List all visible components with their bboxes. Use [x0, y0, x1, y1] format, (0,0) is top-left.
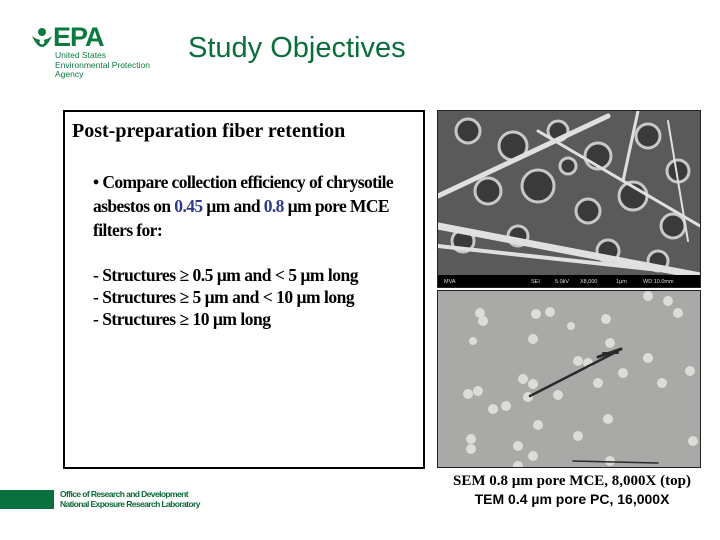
- content-box: Post-preparation fiber retention • Compa…: [63, 110, 425, 469]
- sem-micrograph: MVA SEI 5.0kV X8,000 1µm WD 10.0mm: [437, 110, 701, 288]
- bullet-text: Compare collection efficiency of chrysot…: [93, 172, 394, 216]
- logo-line: United States: [55, 50, 107, 60]
- dash-item: - Structures ≥ 5 µm and < 10 µm long: [93, 287, 355, 307]
- slide-title: Study Objectives: [188, 32, 406, 64]
- databar-label: WD 10.0mm: [643, 279, 674, 285]
- databar-label: SEI: [531, 279, 540, 285]
- databar-label: MVA: [444, 279, 456, 285]
- image-caption: SEM 0.8 µm pore MCE, 8,000X (top) TEM 0.…: [432, 472, 712, 508]
- dash-item: - Structures ≥ 10 µm long: [93, 309, 271, 329]
- dash-list: - Structures ≥ 0.5 µm and < 5 µm long - …: [93, 264, 358, 330]
- logo-line: Environmental Protection: [55, 59, 150, 70]
- caption-line-tem: TEM 0.4 µm pore PC, 16,000X: [474, 491, 670, 507]
- dash-item: - Structures ≥ 0.5 µm and < 5 µm long: [93, 265, 358, 285]
- pore-value: 0.8: [263, 196, 285, 216]
- logo-word: EPA: [53, 22, 105, 52]
- bullet-text: µm and: [202, 196, 264, 216]
- logo-subtitle: United States Environmental Protection A…: [55, 50, 195, 80]
- caption-line-sem: SEM 0.8 µm pore MCE, 8,000X (top): [453, 473, 691, 489]
- footer-line: Office of Research and Development: [60, 489, 189, 499]
- pore-value: 0.45: [174, 196, 203, 216]
- footer-line: National Exposure Research Laboratory: [60, 499, 200, 509]
- bullet-dot: •: [93, 172, 103, 192]
- bullet-item: • Compare collection efficiency of chrys…: [93, 170, 423, 242]
- logo-line: Agency: [55, 69, 84, 79]
- databar-label: 5.0kV: [555, 279, 569, 285]
- databar-label: 1µm: [616, 279, 627, 285]
- tem-micrograph: [437, 290, 701, 468]
- databar-label: X8,000: [580, 279, 597, 285]
- footer-text: Office of Research and Development Natio…: [60, 489, 200, 509]
- epa-flower-icon: [32, 28, 52, 47]
- bullet-text: µm pore MCE filters for:: [93, 196, 390, 240]
- footer-bar: [0, 490, 54, 509]
- content-heading: Post-preparation fiber retention: [72, 120, 346, 142]
